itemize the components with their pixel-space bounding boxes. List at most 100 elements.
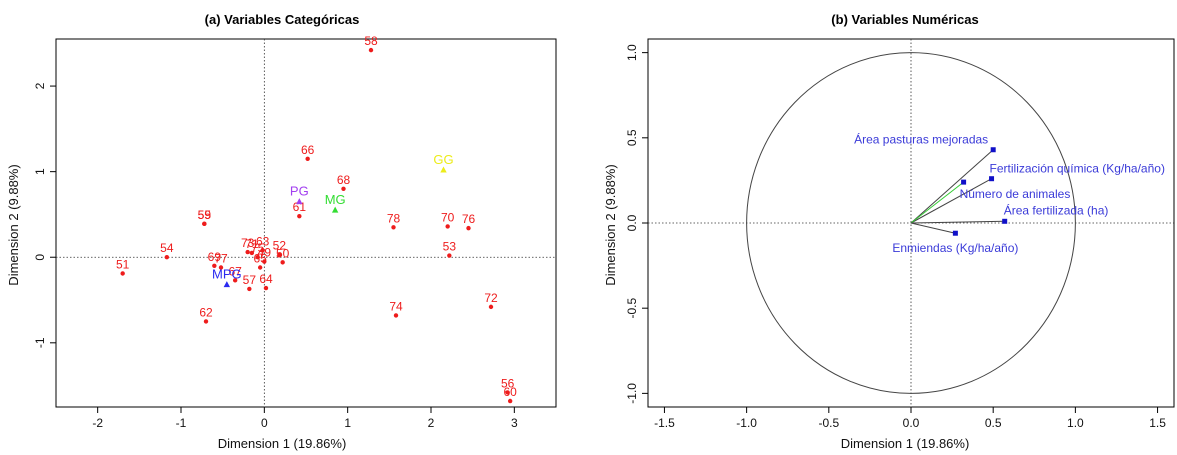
point-label-62: 62 [199, 305, 213, 319]
point-73 [245, 249, 250, 255]
point-51 [120, 271, 125, 276]
vector-line-3 [910, 181, 964, 224]
unit-circle [746, 52, 1076, 394]
plot-area-b: -1.5 -1.0 -0.5 0.0 0.5 1.0 1.5 -1.0 -0.5 0.0 0.5 1.… [625, 39, 1174, 430]
point-66 [305, 156, 310, 162]
x-axis-label-a: Dimension 1 (19.86%) [218, 436, 347, 451]
vector-label-4: Área fertilizada (ha) [1004, 202, 1109, 217]
point-72 [488, 304, 494, 310]
x-tick-label-a: 2 [428, 416, 435, 430]
y-axis-label-b: Dimension 2 (9.88%) [603, 164, 618, 285]
point-58 [368, 47, 374, 53]
vector-label-3: Número de animales [960, 187, 1071, 201]
point-label-76: 76 [462, 212, 476, 226]
point-label-72: 72 [484, 291, 498, 305]
y-tick-label-b: 0.5 [625, 129, 639, 146]
vector-label-1: Área pasturas mejoradas [854, 132, 988, 147]
vector-endpoint-3 [961, 179, 967, 185]
x-tick-label-a: -2 [92, 416, 103, 430]
category-marker-mpg [223, 281, 231, 288]
point-label-77: 77 [214, 252, 228, 266]
point-65 [257, 265, 263, 270]
x-tick-label-b: -1.5 [654, 416, 675, 430]
point-label-58: 58 [364, 34, 378, 48]
x-tick-label-b: 0.5 [985, 416, 1002, 430]
point-61 [297, 213, 302, 219]
plot-frame-a [55, 38, 557, 408]
y-tick-label-a: -1 [33, 337, 47, 348]
point-62 [203, 319, 209, 324]
x-tick-label-b: 1.0 [1067, 416, 1084, 430]
point-label-71: 71 [245, 237, 259, 251]
category-marker-gg [440, 166, 447, 173]
panel-a-categorical: (a) Variables Categóricas Dimension 1 (1… [6, 12, 557, 451]
y-tick-label-a: 1 [33, 168, 47, 175]
point-label-50: 50 [276, 246, 290, 260]
chart-title-b: (b) Variables Numéricas [831, 12, 978, 27]
y-tick-label-a: 0 [33, 254, 47, 261]
x-tick-label-a: -1 [176, 416, 187, 430]
point-52 [277, 252, 282, 257]
x-tick-label-a: 1 [344, 416, 351, 430]
point-60 [507, 398, 513, 404]
point-55 [202, 221, 207, 227]
point-label-53: 53 [443, 240, 457, 254]
point-label-68: 68 [337, 173, 351, 187]
point-71 [249, 250, 255, 256]
category-label-mg: MG [325, 192, 346, 207]
point-78 [391, 225, 396, 230]
x-tick-label-a: 3 [511, 416, 518, 430]
vector-line-1 [910, 149, 994, 224]
point-57 [247, 286, 252, 292]
x-tick-label-b: 1.5 [1149, 416, 1166, 430]
y-tick-label-b: 1.0 [625, 44, 639, 61]
point-70 [445, 224, 450, 229]
vector-label-5: Enmiendas (Kg/ha/año) [892, 241, 1018, 255]
x-tick-label-b: -0.5 [818, 416, 839, 430]
y-tick-label-b: -1.0 [625, 383, 639, 404]
vector-line-4 [910, 220, 1005, 224]
category-label-gg: GG [433, 152, 453, 167]
category-marker-pg [296, 198, 303, 205]
y-tick-label-b: 0.0 [625, 214, 639, 231]
point-label-55: 55 [198, 208, 212, 222]
point-67 [232, 278, 238, 283]
category-label-pg: PG [290, 184, 309, 199]
point-label-66: 66 [301, 143, 315, 157]
point-64 [263, 285, 269, 291]
point-label-57: 57 [243, 273, 257, 287]
x-tick-label-a: 0 [261, 416, 268, 430]
point-63 [260, 248, 265, 253]
y-tick-label-a: 2 [33, 82, 47, 89]
point-label-73: 73 [241, 236, 255, 250]
point-label-60: 60 [503, 385, 517, 399]
point-label-51: 51 [116, 257, 130, 271]
chart-title-a: (a) Variables Categóricas [205, 12, 360, 27]
x-tick-label-b: 0.0 [903, 416, 920, 430]
vector-endpoint-2 [989, 176, 995, 182]
point-69 [212, 263, 217, 268]
vector-endpoint-5 [952, 230, 958, 236]
point-label-78: 78 [387, 211, 401, 225]
point-label-52: 52 [273, 239, 287, 253]
x-axis-label-b: Dimension 1 (19.86%) [841, 436, 970, 451]
panel-b-numerical: (b) Variables Numéricas Dimension 1 (19.… [603, 12, 1175, 451]
point-77 [218, 265, 224, 270]
vector-line-5 [910, 222, 956, 234]
point-label-61: 61 [293, 200, 307, 214]
vector-endpoint-1 [990, 147, 996, 153]
point-label-67: 67 [228, 264, 242, 278]
point-74 [393, 313, 399, 318]
point-53 [447, 253, 452, 258]
point-54 [164, 255, 170, 260]
point-label-69: 69 [208, 250, 222, 264]
plot-area-a: -2 -1 0 1 2 3-1012515459556977676273717565574… [33, 34, 556, 430]
category-label-mpg: MPG [212, 267, 242, 282]
vector-endpoint-4 [1002, 218, 1008, 224]
point-label-59: 59 [198, 208, 212, 222]
point-label-54: 54 [160, 241, 174, 255]
vector-line-2 [910, 178, 992, 224]
point-label-70: 70 [441, 210, 455, 224]
vector-label-2: Fertilización química (Kg/ha/año) [990, 162, 1165, 176]
